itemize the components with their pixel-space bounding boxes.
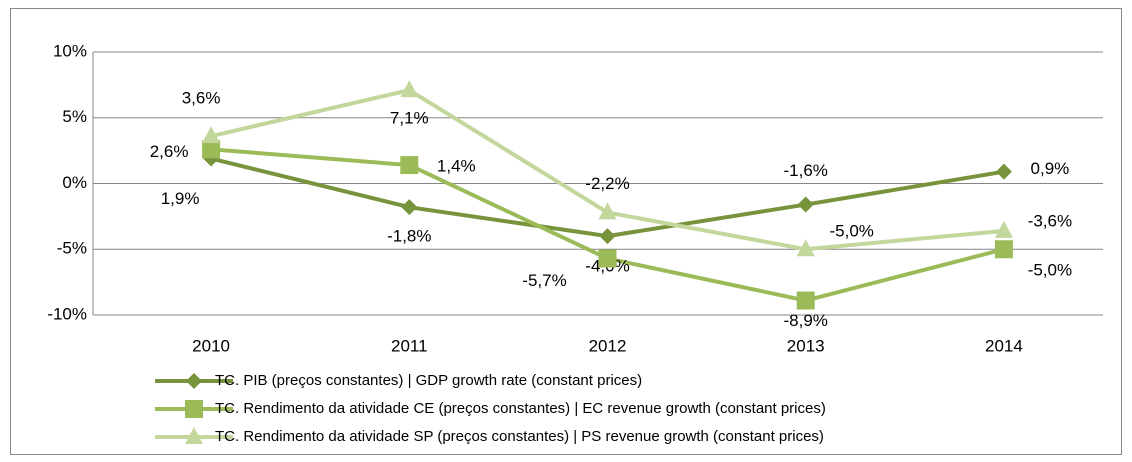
data-label: -5,0% <box>1028 261 1072 280</box>
marker <box>185 427 203 444</box>
data-label: 2,6% <box>150 142 189 161</box>
legend-label: TC. Rendimento da atividade SP (preços c… <box>215 428 824 445</box>
x-tick-label: 2011 <box>391 336 428 355</box>
data-label: -5,7% <box>522 271 566 290</box>
marker <box>400 80 419 98</box>
marker <box>202 140 221 159</box>
marker <box>598 249 617 268</box>
data-label: 1,9% <box>161 189 200 208</box>
y-tick-label: -10% <box>47 304 87 323</box>
data-label: -2,2% <box>585 174 629 193</box>
data-label: -5,0% <box>829 222 873 241</box>
x-tick-label: 2014 <box>985 336 1023 355</box>
data-label: -1,6% <box>783 161 827 180</box>
marker <box>796 291 815 310</box>
marker <box>202 126 221 144</box>
y-tick-label: 5% <box>62 107 87 126</box>
marker <box>796 239 815 257</box>
marker <box>994 220 1013 238</box>
marker <box>599 228 616 245</box>
marker <box>186 373 202 389</box>
marker <box>401 199 418 216</box>
marker <box>995 163 1012 180</box>
y-tick-label: -5% <box>57 239 87 258</box>
data-label: 0,9% <box>1031 159 1070 178</box>
data-label: 3,6% <box>182 89 221 108</box>
marker <box>994 240 1013 259</box>
x-tick-label: 2013 <box>787 336 825 355</box>
data-label: -3,6% <box>1028 211 1072 230</box>
data-label: 7,1% <box>390 109 429 128</box>
marker <box>400 156 419 175</box>
data-label: 1,4% <box>437 157 476 176</box>
y-tick-label: 10% <box>53 41 87 60</box>
y-tick-label: 0% <box>62 173 87 192</box>
x-tick-label: 2010 <box>192 336 230 355</box>
legend-label: TC. Rendimento da atividade CE (preços c… <box>215 400 826 417</box>
marker <box>797 196 814 213</box>
marker <box>185 400 203 418</box>
legend-label: TC. PIB (preços constantes) | GDP growth… <box>215 372 642 389</box>
marker <box>598 202 617 220</box>
data-label: -8,9% <box>783 311 827 330</box>
data-label: -1,8% <box>387 227 431 246</box>
x-tick-label: 2012 <box>589 336 627 355</box>
